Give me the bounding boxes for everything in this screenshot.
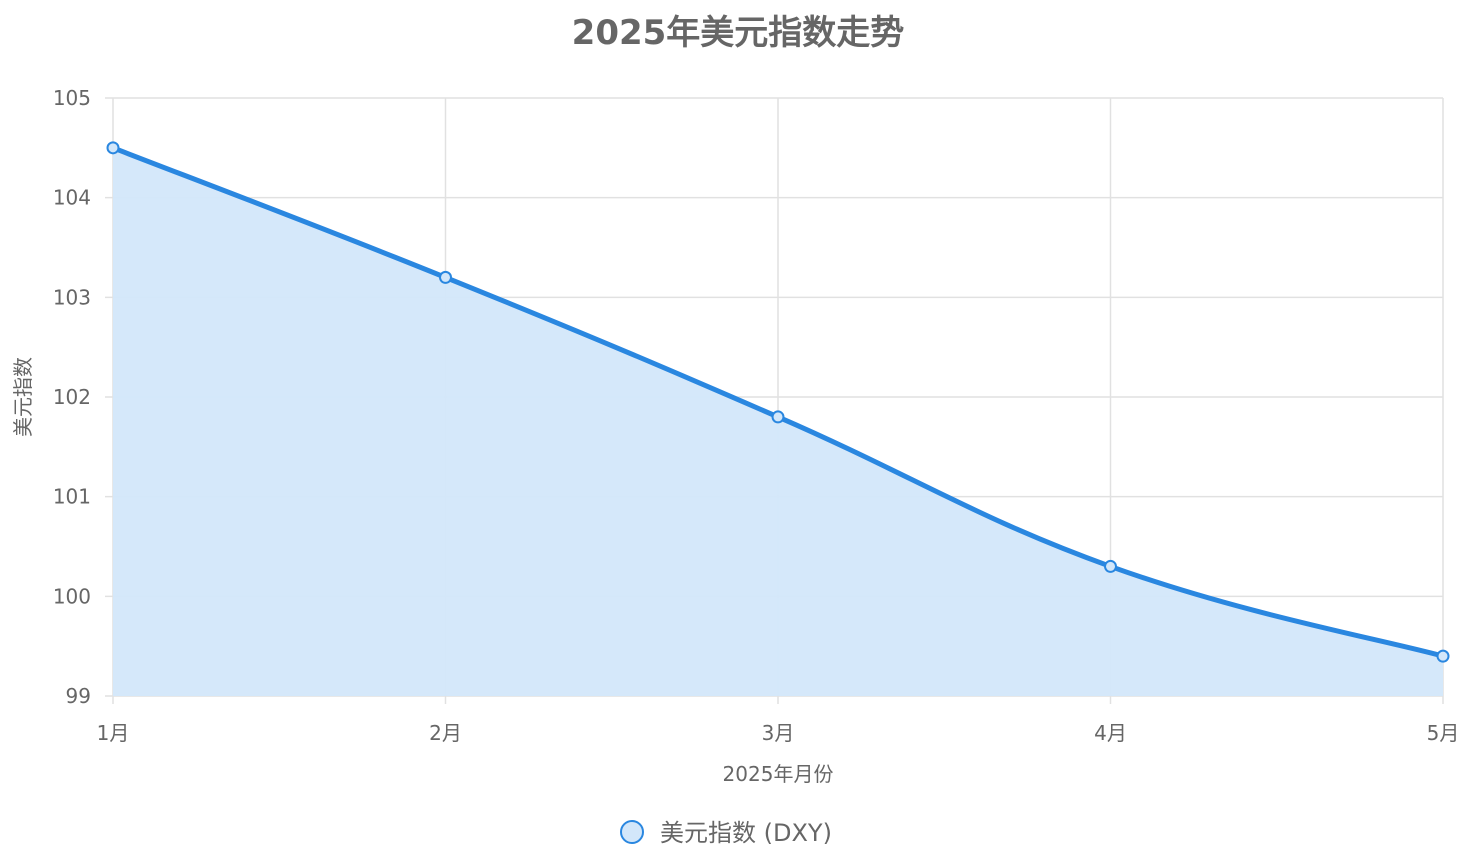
x-tick-label: 2月 [429, 721, 462, 745]
x-axis-title: 2025年月份 [723, 762, 834, 786]
y-tick-label: 103 [53, 285, 91, 309]
data-point[interactable] [771, 410, 785, 424]
y-tick-label: 105 [53, 86, 91, 110]
legend[interactable]: 美元指数 (DXY) [620, 819, 832, 847]
y-axis-title: 美元指数 [11, 357, 35, 437]
data-point[interactable] [106, 141, 120, 155]
y-tick-label: 102 [53, 385, 91, 409]
x-tick-label: 4月 [1094, 721, 1127, 745]
data-point[interactable] [1436, 649, 1450, 663]
data-points-layer [106, 141, 1450, 663]
y-tick-label: 104 [53, 186, 91, 210]
x-tick-label: 1月 [97, 721, 130, 745]
y-tick-label: 100 [53, 584, 91, 608]
y-axis-ticks: 99 100 101 102 103 104 105 [53, 86, 91, 708]
legend-label: 美元指数 (DXY) [660, 819, 832, 847]
data-point[interactable] [439, 270, 452, 284]
legend-marker-icon [620, 820, 644, 844]
data-point[interactable] [1104, 559, 1117, 573]
chart-title: 2025年美元指数走势 [572, 13, 905, 53]
x-tick-label: 3月 [762, 721, 795, 745]
x-tick-label: 5月 [1427, 721, 1460, 745]
x-axis-ticks: 1月 2月 3月 4月 5月 [97, 721, 1460, 745]
y-tick-label: 99 [66, 684, 91, 708]
y-tick-label: 101 [53, 485, 91, 509]
